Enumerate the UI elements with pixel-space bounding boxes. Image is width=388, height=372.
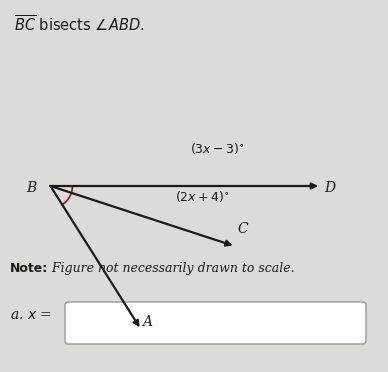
Text: $(2x + 4)^{\circ}$: $(2x + 4)^{\circ}$ bbox=[175, 189, 230, 203]
Text: Note:: Note: bbox=[10, 262, 48, 275]
Text: B: B bbox=[26, 181, 36, 195]
Text: A: A bbox=[142, 315, 152, 329]
Text: D: D bbox=[324, 181, 335, 195]
Text: $\overline{BC}$ bisects $\angle ABD$.: $\overline{BC}$ bisects $\angle ABD$. bbox=[14, 14, 144, 34]
Text: $(3x - 3)^{\circ}$: $(3x - 3)^{\circ}$ bbox=[190, 141, 244, 155]
Text: a. $x$ =: a. $x$ = bbox=[10, 308, 52, 322]
Text: C: C bbox=[238, 221, 248, 235]
FancyBboxPatch shape bbox=[65, 302, 366, 344]
Text: Figure not necessarily drawn to scale.: Figure not necessarily drawn to scale. bbox=[48, 262, 294, 275]
